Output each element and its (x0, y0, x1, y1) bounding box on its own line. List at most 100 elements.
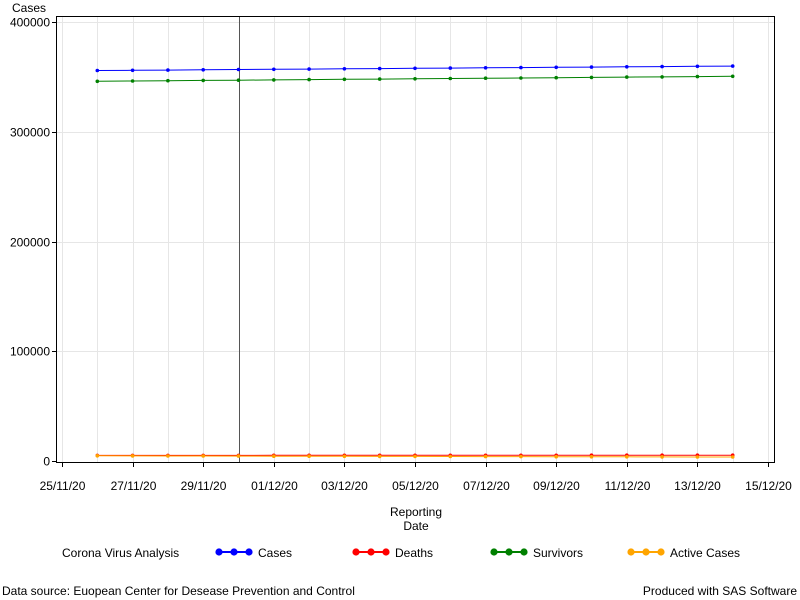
data-point-cases (342, 67, 347, 71)
data-point-survivors (660, 75, 664, 79)
data-point-active-cases (95, 454, 100, 458)
data-point-cases (307, 67, 311, 71)
legend-marker-cases (230, 548, 238, 556)
data-point-cases (448, 66, 453, 70)
data-point-survivors (130, 79, 135, 83)
data-point-survivors (554, 75, 558, 80)
x-tick-label: 25/11/20 (40, 479, 86, 493)
data-point-survivors (272, 78, 276, 82)
legend-label-survivors: Survivors (533, 546, 583, 560)
data-point-active-cases (554, 454, 558, 459)
legend-marker-deaths (367, 548, 375, 556)
y-axis-title: Cases (12, 1, 46, 15)
data-point-active-cases (272, 454, 276, 459)
data-point-survivors (201, 78, 205, 83)
legend-label-cases: Cases (258, 546, 292, 560)
software-credit: Produced with SAS Software (642, 584, 797, 598)
x-tick-label: 05/12/20 (392, 479, 439, 493)
y-tick-label: 400000 (10, 16, 50, 30)
data-point-active-cases (730, 455, 735, 459)
data-point-cases (201, 68, 205, 72)
data-point-survivors (307, 77, 311, 82)
data-point-cases (519, 65, 523, 70)
data-point-cases (483, 66, 488, 70)
x-tick-label: 09/12/20 (533, 479, 580, 493)
data-point-survivors (448, 76, 453, 81)
data-point-cases (554, 65, 558, 70)
data-point-active-cases (519, 454, 523, 459)
data-point-active-cases (342, 454, 347, 459)
legend-marker-survivors (505, 548, 513, 556)
x-tick-label: 07/12/20 (463, 479, 510, 493)
data-point-cases (695, 64, 700, 69)
data-point-cases (236, 67, 241, 72)
data-point-cases (377, 66, 382, 71)
data-point-active-cases (695, 455, 700, 459)
x-tick-label: 29/11/20 (181, 479, 227, 493)
legend: Corona Virus Analysis Cases Deaths Survivo… (62, 546, 740, 560)
data-point-cases (130, 68, 135, 73)
data-point-survivors (730, 74, 735, 79)
data-point-survivors (413, 77, 417, 81)
x-axis-title-line-2: Date (403, 519, 429, 533)
data-point-active-cases (413, 454, 417, 459)
data-point-cases (166, 68, 170, 72)
y-tick-label: 100000 (10, 345, 50, 359)
data-point-active-cases (377, 454, 382, 459)
series-layer (95, 64, 735, 459)
data-point-active-cases (307, 454, 311, 459)
legend-label-deaths: Deaths (395, 546, 433, 560)
x-axis-title-line-1: Reporting (390, 505, 442, 519)
data-source-note: Data source: Euopean Center for Desease … (2, 584, 355, 598)
data-point-survivors (236, 78, 241, 82)
legend-marker-cases (245, 548, 253, 556)
data-point-survivors (377, 77, 382, 81)
axes: 0 100000 200000 300000 400000 25/11/20 27/11/2… (10, 16, 792, 494)
legend-marker-active-cases (642, 548, 650, 556)
data-point-active-cases (660, 455, 664, 459)
legend-marker-deaths (382, 548, 390, 556)
data-point-survivors (625, 75, 629, 79)
x-tick-label: 13/12/20 (674, 479, 721, 493)
data-point-active-cases (236, 454, 241, 458)
data-point-active-cases (166, 454, 170, 458)
legend-marker-active-cases (627, 548, 635, 556)
data-point-active-cases (130, 454, 135, 458)
x-tick-label: 03/12/20 (321, 479, 368, 493)
data-point-cases (625, 65, 629, 69)
legend-marker-survivors (490, 548, 498, 556)
data-point-active-cases (201, 454, 205, 458)
y-tick-label: 0 (43, 455, 50, 469)
legend-marker-cases (215, 548, 223, 556)
data-point-survivors (95, 79, 100, 84)
y-tick-label: 300000 (10, 126, 50, 140)
x-tick-label: 27/11/20 (111, 479, 157, 493)
legend-label-active-cases: Active Cases (670, 546, 740, 560)
data-point-survivors (483, 76, 488, 80)
data-point-survivors (519, 76, 523, 80)
legend-marker-active-cases (657, 548, 665, 556)
legend-marker-survivors (520, 548, 528, 556)
legend-marker-deaths (352, 548, 360, 556)
data-point-active-cases (625, 455, 629, 459)
legend-title: Corona Virus Analysis (62, 546, 179, 560)
x-tick-label: 11/12/20 (605, 479, 651, 493)
data-point-cases (95, 68, 100, 73)
x-tick-label: 01/12/20 (251, 479, 298, 493)
data-point-survivors (695, 74, 700, 79)
y-tick-label: 200000 (10, 236, 50, 250)
gridlines (57, 17, 774, 462)
x-tick-label: 15/12/20 (745, 479, 792, 493)
data-point-active-cases (483, 454, 488, 459)
data-point-active-cases (448, 454, 453, 459)
data-point-survivors (342, 77, 347, 82)
data-point-survivors (589, 75, 594, 80)
data-point-active-cases (589, 455, 594, 459)
data-point-cases (589, 65, 594, 69)
data-point-survivors (166, 78, 170, 83)
data-point-cases (413, 66, 417, 71)
data-point-cases (272, 67, 276, 72)
data-point-cases (660, 64, 664, 69)
data-point-cases (730, 64, 735, 68)
